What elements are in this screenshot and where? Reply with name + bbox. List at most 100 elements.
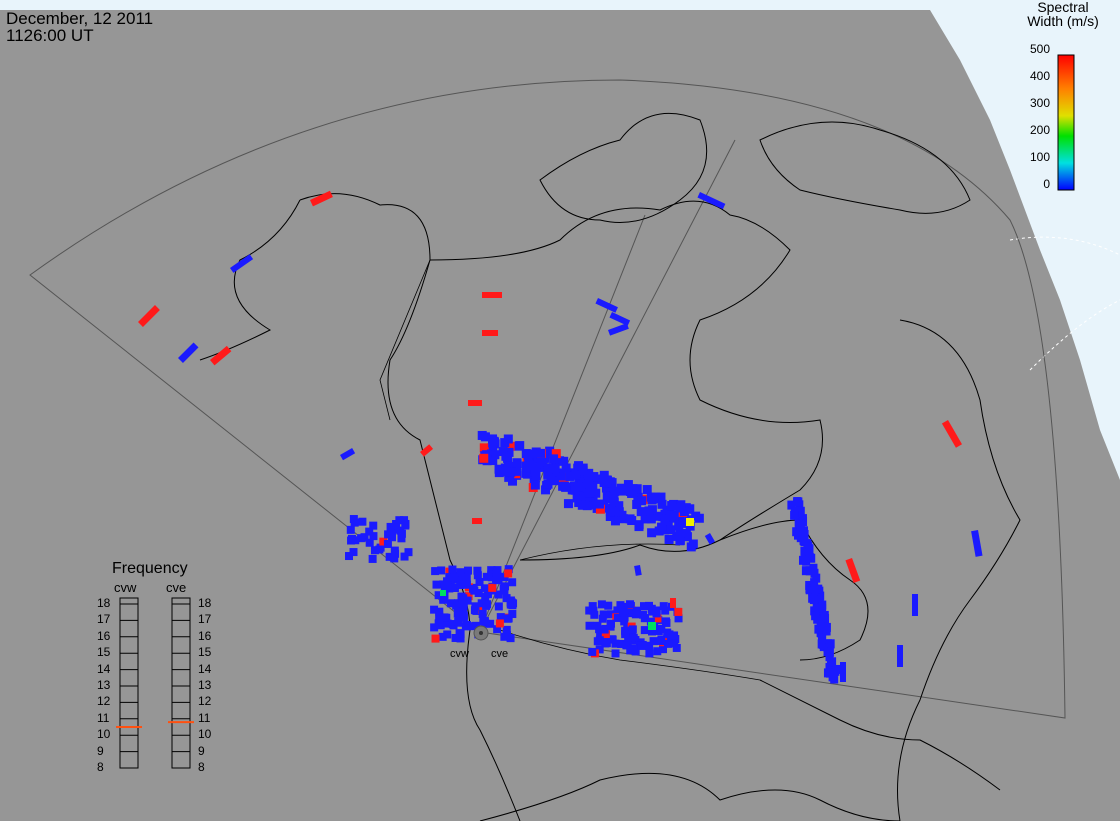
echo-cell: [499, 584, 508, 593]
freq-label-right: 9: [198, 743, 205, 758]
echo-cell: [351, 536, 360, 545]
echo-cell: [607, 610, 616, 619]
echo-cell: [653, 647, 662, 656]
echo-cell: [495, 619, 504, 628]
echo-cell: [912, 594, 918, 616]
freq-label-left: 12: [97, 694, 111, 709]
echo-cell: [365, 538, 374, 547]
echo-cell: [498, 447, 508, 457]
echo-cell: [450, 573, 459, 582]
echo-cell: [595, 645, 604, 654]
echo-cell: [493, 576, 502, 585]
echo-cell: [663, 628, 672, 637]
echo-cell: [486, 619, 495, 628]
colorbar-tick: 100: [1029, 150, 1050, 164]
echo-cell: [494, 590, 503, 599]
echo-cell: [629, 633, 638, 642]
echo-cell: [897, 645, 903, 667]
echo-cell: [599, 470, 609, 480]
echo-cell: [551, 476, 561, 486]
echo-cell: [617, 639, 626, 648]
echo-cell: [556, 474, 566, 484]
frequency-title: Frequency: [112, 560, 188, 577]
echo-cell: [464, 592, 473, 601]
echo-cell: [438, 632, 447, 641]
freq-label-right: 14: [198, 661, 212, 676]
echo-cell: [472, 606, 481, 615]
echo-cell: [672, 643, 681, 652]
echo-cell: [536, 457, 546, 467]
echo-cell: [667, 501, 677, 511]
echo-cell: [479, 443, 489, 453]
echo-cell: [805, 566, 814, 576]
echo-cell: [601, 483, 611, 493]
echo-cell: [456, 630, 465, 639]
echo-cell: [563, 499, 573, 509]
echo-cell: [551, 449, 561, 459]
echo-cell: [832, 664, 841, 674]
echo-cell: [593, 621, 602, 630]
echo-cell: [941, 419, 962, 448]
echo-cell: [387, 529, 396, 538]
echo-cell: [593, 637, 602, 646]
echo-cell: [210, 345, 232, 366]
echo-cell: [482, 601, 491, 610]
echo-cell: [645, 641, 654, 650]
echo-cell: [647, 528, 657, 538]
freq-label-right: 15: [198, 645, 212, 660]
freq-label-left: 13: [97, 678, 111, 692]
echo-cell: [577, 500, 587, 510]
echo-cell: [448, 565, 457, 574]
echo-cell: [488, 438, 498, 448]
echo-cell: [674, 607, 683, 616]
echo-cell: [431, 634, 440, 643]
echo-cell: [971, 529, 983, 557]
echo-cell: [611, 639, 620, 648]
echo-cell: [613, 613, 622, 622]
echo-cell: [610, 516, 620, 526]
freq-label-right: 17: [198, 612, 212, 627]
echo-cell: [556, 468, 566, 478]
echo-cell: [670, 631, 679, 640]
echo-cell: [644, 506, 654, 516]
echo-cell: [682, 532, 692, 542]
echo-cell: [807, 553, 816, 563]
echo-cell: [549, 454, 559, 464]
echo-cell: [620, 613, 629, 622]
echo-cell: [473, 571, 482, 580]
echo-cell: [623, 480, 633, 490]
echo-cell: [641, 614, 650, 623]
echo-cell: [597, 600, 606, 609]
echo-cell: [657, 636, 666, 645]
echo-cell: [440, 583, 449, 592]
echo-cell: [594, 499, 604, 509]
echo-cell: [443, 577, 452, 586]
echo-cell: [616, 483, 626, 493]
radar-echoes: [138, 190, 983, 684]
echo-cell: [828, 657, 837, 667]
echo-cell: [502, 631, 511, 640]
echo-cell: [528, 449, 538, 459]
echo-cell: [551, 468, 561, 478]
echo-cell: [639, 602, 648, 611]
echo-cell: [472, 621, 481, 630]
echo-cell: [666, 525, 676, 535]
echo-cell: [401, 521, 410, 530]
echo-cell: [662, 505, 672, 515]
freq-radar-label-cvw: cvw: [114, 580, 137, 595]
freq-radar-label-cve: cve: [166, 580, 187, 595]
echo-cell: [514, 441, 524, 451]
echo-cell: [375, 545, 384, 554]
echo-cell: [507, 598, 516, 607]
freq-label-left: 9: [97, 743, 104, 758]
freq-label-left: 17: [97, 612, 111, 627]
echo-cell: [577, 477, 587, 487]
echo-cell: [531, 471, 541, 481]
echo-cell: [685, 521, 695, 531]
echo-cell: [477, 599, 486, 608]
echo-cell: [817, 634, 826, 644]
echo-cell: [653, 614, 662, 623]
echo-cell: [666, 510, 676, 520]
echo-cell: [479, 617, 488, 626]
radar-label-east: cve: [491, 648, 509, 660]
